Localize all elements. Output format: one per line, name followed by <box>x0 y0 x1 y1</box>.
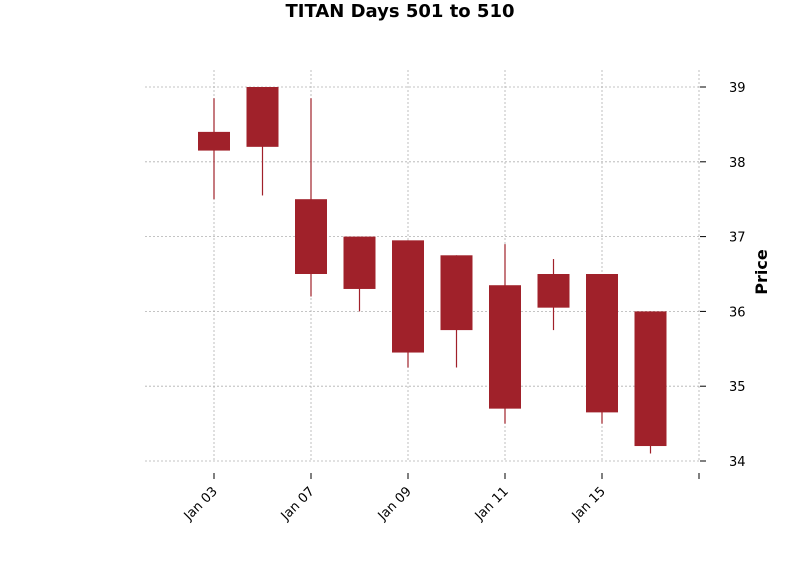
y-axis-label: Price <box>752 249 771 295</box>
candle-body <box>246 87 279 147</box>
candle <box>392 240 424 368</box>
x-tick-label: Jan 03 <box>181 484 221 524</box>
candle-body <box>634 311 667 447</box>
y-tick-label: 34 <box>729 455 746 470</box>
candle <box>198 98 230 200</box>
candle <box>537 259 570 331</box>
y-axis: 34 35 36 37 38 39 <box>700 81 746 470</box>
y-tick-label: 38 <box>729 156 746 171</box>
y-tick-label: 36 <box>729 305 746 320</box>
chart-title: TITAN Days 501 to 510 <box>285 1 514 22</box>
x-tick-label: Jan 07 <box>278 484 318 524</box>
candle <box>634 311 667 454</box>
candle <box>489 244 521 424</box>
candle <box>440 255 473 368</box>
candle-body <box>198 131 230 151</box>
y-tick-label: 35 <box>729 380 746 395</box>
candle-body <box>440 255 473 331</box>
candle-body <box>537 274 570 308</box>
x-tick-label: Jan 09 <box>375 484 415 524</box>
candle-body <box>295 199 327 274</box>
y-tick-label: 39 <box>729 81 746 96</box>
candle <box>295 98 327 297</box>
x-axis: Jan 03 Jan 07 Jan 09 Jan 11 Jan 15 <box>181 473 700 524</box>
x-tick-label: Jan 15 <box>569 484 609 524</box>
x-tick-label: Jan 11 <box>472 484 512 524</box>
candle <box>343 236 376 312</box>
candle-body <box>343 236 376 289</box>
candle <box>586 274 618 424</box>
candle-body <box>586 274 618 413</box>
candle-body <box>392 240 424 353</box>
candle <box>246 87 279 196</box>
candles <box>198 87 667 454</box>
y-tick-label: 37 <box>729 231 746 246</box>
candle-body <box>489 285 521 409</box>
